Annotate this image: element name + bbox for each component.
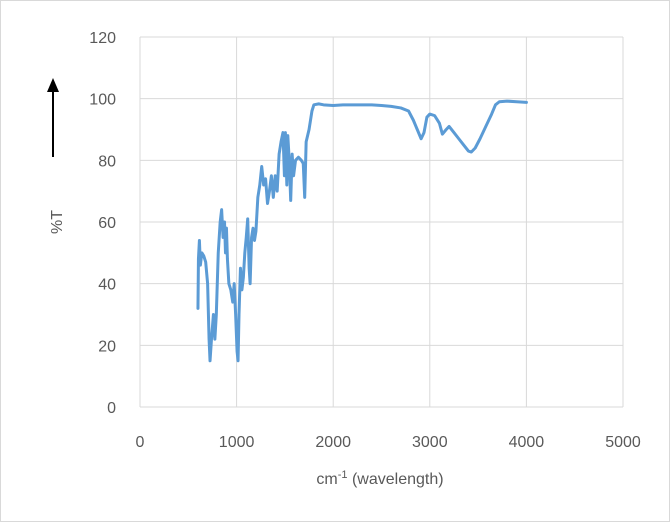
x-tick-label: 5000: [605, 434, 641, 451]
grid: [139, 36, 624, 408]
y-tick-label: 20: [98, 338, 116, 355]
y-tick-label: 40: [98, 277, 116, 294]
arrow-head: [47, 78, 59, 92]
y-tick-label: 0: [107, 400, 116, 417]
y-tick-label: 60: [98, 215, 116, 232]
x-label-rest: (wavelength): [348, 471, 444, 488]
x-tick-label: 0: [136, 434, 145, 451]
y-tick-label: 80: [98, 153, 116, 170]
x-tick-label: 4000: [509, 434, 545, 451]
x-tick-label: 1000: [219, 434, 255, 451]
x-tick-label: 3000: [412, 434, 448, 451]
x-label-unit: cm: [316, 471, 337, 488]
y-tick-label: 100: [89, 92, 116, 109]
y-tick-label: 120: [89, 30, 116, 47]
x-tick-label: 2000: [315, 434, 351, 451]
x-label-sup: -1: [338, 469, 348, 481]
spectrum-line: [196, 99, 528, 363]
y-axis-label: %T: [49, 210, 66, 234]
x-axis-label: cm-1 (wavelength): [316, 469, 443, 488]
